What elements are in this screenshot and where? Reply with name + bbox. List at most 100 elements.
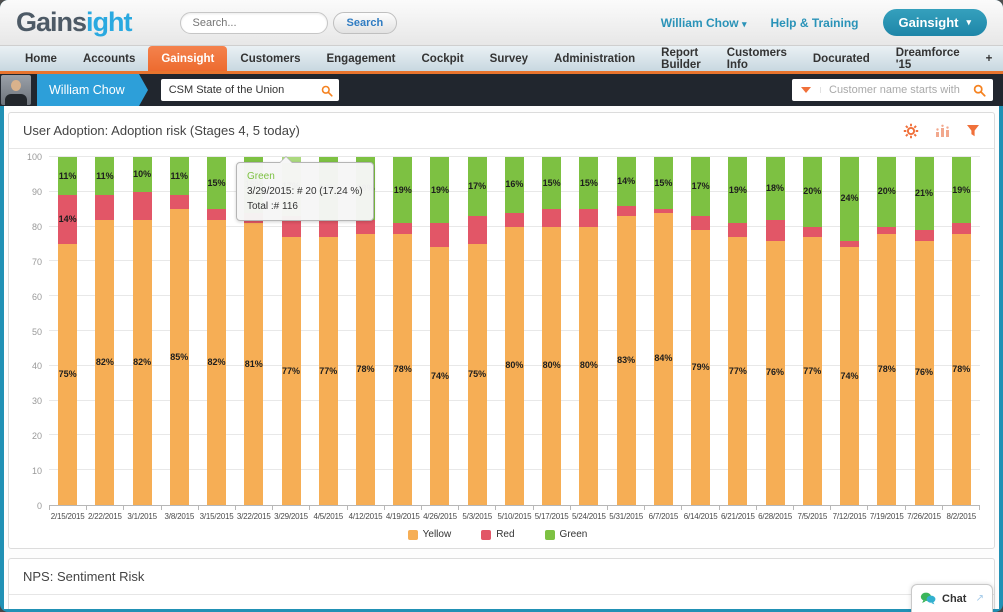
global-search-button[interactable]: Search <box>333 12 398 34</box>
bar-segment-yellow[interactable]: 77% <box>282 237 301 505</box>
bar-segment-green[interactable]: 20% <box>877 157 896 227</box>
bar-segment-yellow[interactable]: 82% <box>95 220 114 505</box>
bar-segment-red[interactable] <box>766 220 785 241</box>
bar-segment-yellow[interactable]: 84% <box>654 213 673 505</box>
bar-segment-red[interactable] <box>877 227 896 234</box>
legend-item-green[interactable]: Green <box>545 529 588 540</box>
bar-segment-green[interactable]: 15% <box>207 157 226 209</box>
bar-segment-yellow[interactable]: 82% <box>207 220 226 505</box>
bar-segment-green[interactable]: 15% <box>654 157 673 209</box>
nav-tab-docurated[interactable]: Docurated <box>800 46 883 71</box>
stacked-bar-5/31/2015[interactable]: 14%83% <box>617 157 636 505</box>
bar-segment-yellow[interactable]: 80% <box>542 227 561 505</box>
bar-segment-green[interactable]: 18% <box>766 157 785 220</box>
user-menu[interactable]: William Chow ▾ <box>661 16 747 30</box>
bar-segment-green[interactable]: 17% <box>468 157 487 216</box>
stacked-bar-4/12/2015[interactable]: 18%78% <box>356 157 375 505</box>
bar-segment-red[interactable] <box>915 230 934 240</box>
bar-segment-red[interactable] <box>95 195 114 219</box>
nav-tab-report-builder[interactable]: Report Builder <box>648 46 714 71</box>
stacked-bar-2/22/2015[interactable]: 11% 82% <box>95 157 114 505</box>
nav-tab-[interactable]: + <box>973 46 1003 71</box>
bar-segment-green[interactable]: 17% <box>691 157 710 216</box>
nav-tab-accounts[interactable]: Accounts <box>70 46 148 71</box>
stacked-bar-3/15/2015[interactable]: 15%82% <box>207 157 226 505</box>
stacked-bar-6/7/2015[interactable]: 15%84% <box>654 157 673 505</box>
stacked-bar-5/17/2015[interactable]: 15%80% <box>542 157 561 505</box>
chart-type-icon[interactable] <box>935 124 950 138</box>
bar-segment-yellow[interactable]: 78% <box>356 234 375 505</box>
bar-segment-yellow[interactable]: 76% <box>915 241 934 505</box>
global-search-input[interactable] <box>180 12 328 34</box>
bar-segment-red[interactable] <box>430 223 449 247</box>
bar-segment-green[interactable]: 15% <box>579 157 598 209</box>
stacked-bar-5/3/2015[interactable]: 17%75% <box>468 157 487 505</box>
nav-tab-administration[interactable]: Administration <box>541 46 648 71</box>
nav-tab-engagement[interactable]: Engagement <box>313 46 408 71</box>
gainsight-logo[interactable]: Gainsight <box>16 7 132 38</box>
bar-segment-green[interactable]: 19% <box>952 157 971 223</box>
help-training-link[interactable]: Help & Training <box>771 16 859 30</box>
bar-segment-red[interactable] <box>356 220 375 234</box>
nav-tab-survey[interactable]: Survey <box>477 46 541 71</box>
bar-segment-yellow[interactable]: 77% <box>803 237 822 505</box>
bar-segment-red[interactable] <box>244 213 263 223</box>
bar-segment-green[interactable]: 19% <box>393 157 412 223</box>
dashboard-search-input[interactable] <box>161 79 339 101</box>
bar-segment-green[interactable]: 20% <box>803 157 822 227</box>
bar-segment-green[interactable]: 10% <box>133 157 152 192</box>
bar-segment-green[interactable]: 11% <box>95 157 114 195</box>
legend-item-yellow[interactable]: Yellow <box>408 529 452 540</box>
chat-expand-icon[interactable]: ↗ <box>976 593 984 604</box>
bar-segment-green[interactable]: 19% <box>728 157 747 223</box>
bar-segment-yellow[interactable]: 77% <box>319 237 338 505</box>
bar-segment-red[interactable] <box>319 220 338 237</box>
search-icon[interactable] <box>973 84 993 97</box>
stacked-bar-3/8/2015[interactable]: 11%85% <box>170 157 189 505</box>
stacked-bar-6/14/2015[interactable]: 17%79% <box>691 157 710 505</box>
stacked-bar-7/26/2015[interactable]: 21%76% <box>915 157 934 505</box>
bar-segment-red[interactable] <box>393 223 412 233</box>
legend-item-red[interactable]: Red <box>481 529 514 540</box>
stacked-bar-4/19/2015[interactable]: 19%78% <box>393 157 412 505</box>
bar-segment-yellow[interactable]: 85% <box>170 209 189 505</box>
filter-dropdown-button[interactable] <box>792 87 821 93</box>
bar-segment-red[interactable] <box>579 209 598 226</box>
stacked-bar-6/21/2015[interactable]: 19%77% <box>728 157 747 505</box>
stacked-bar-4/5/2015[interactable]: 18%77% <box>319 157 338 505</box>
bar-segment-red[interactable] <box>840 241 859 248</box>
bar-segment-yellow[interactable]: 75% <box>468 244 487 505</box>
bar-segment-yellow[interactable]: 83% <box>617 216 636 505</box>
bar-segment-red[interactable] <box>468 216 487 244</box>
search-icon[interactable] <box>321 84 333 102</box>
bar-segment-green[interactable]: 21% <box>915 157 934 230</box>
stacked-bar-8/2/2015[interactable]: 19%78% <box>952 157 971 505</box>
bar-segment-yellow[interactable]: 78% <box>393 234 412 505</box>
app-switcher-button[interactable]: Gainsight ▾ <box>883 9 987 36</box>
customer-filter-input[interactable] <box>821 79 973 101</box>
bar-segment-red[interactable] <box>505 213 524 227</box>
nav-tab-dreamforce-15[interactable]: Dreamforce '15 <box>883 46 973 71</box>
user-avatar[interactable] <box>1 75 31 105</box>
chat-widget[interactable]: Chat ↗ <box>911 584 993 612</box>
nav-tab-home[interactable]: Home <box>12 46 70 71</box>
stacked-bar-3/22/2015[interactable]: 16%81% <box>244 157 263 505</box>
nav-tab-customers-info[interactable]: Customers Info <box>714 46 800 71</box>
bar-segment-yellow[interactable]: 76% <box>766 241 785 505</box>
stacked-bar-3/1/2015[interactable]: 10%82% <box>133 157 152 505</box>
stacked-bar-3/29/2015[interactable]: 17%77% <box>282 157 301 505</box>
bar-segment-yellow[interactable]: 75% <box>58 244 77 505</box>
bar-segment-yellow[interactable]: 80% <box>579 227 598 505</box>
stacked-bar-6/28/2015[interactable]: 18%76% <box>766 157 785 505</box>
bar-segment-green[interactable]: 15% <box>542 157 561 209</box>
bar-segment-green[interactable]: 18% <box>319 157 338 220</box>
stacked-bar-7/19/2015[interactable]: 20%78% <box>877 157 896 505</box>
bar-segment-red[interactable] <box>542 209 561 226</box>
bar-segment-red[interactable] <box>617 206 636 216</box>
stacked-bar-4/26/2015[interactable]: 19%74% <box>430 157 449 505</box>
bar-segment-red[interactable] <box>803 227 822 237</box>
nav-tab-cockpit[interactable]: Cockpit <box>408 46 476 71</box>
bar-segment-yellow[interactable]: 79% <box>691 230 710 505</box>
bar-segment-green[interactable]: 19% <box>430 157 449 223</box>
stacked-bar-7/5/2015[interactable]: 20%77% <box>803 157 822 505</box>
